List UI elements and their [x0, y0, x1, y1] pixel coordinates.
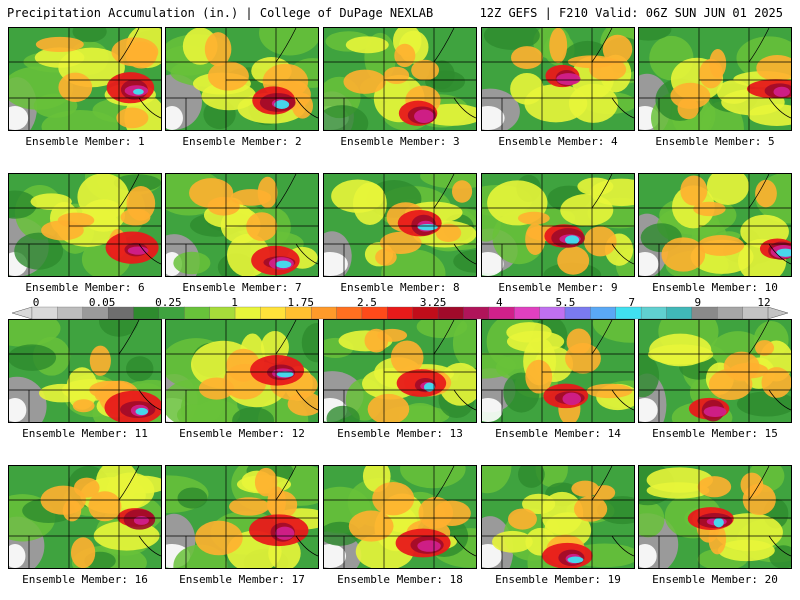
ensemble-member-map [638, 465, 792, 569]
colorbar-segment [260, 306, 287, 320]
ensemble-member-map [481, 27, 635, 131]
ensemble-member-label: Ensemble Member: 5 [655, 135, 775, 148]
colorbar-segment [717, 306, 744, 320]
header: Precipitation Accumulation (in.) | Colle… [0, 0, 800, 24]
ensemble-member-label: Ensemble Member: 11 [22, 427, 148, 440]
colorbar-tick-label: 1 [231, 296, 238, 309]
ensemble-member-map [8, 319, 162, 423]
ensemble-member-label: Ensemble Member: 7 [182, 281, 302, 294]
ensemble-member-map [638, 27, 792, 131]
ensemble-member-map [8, 173, 162, 277]
colorbar-segment [387, 306, 414, 320]
colorbar-tick-label: 7 [628, 296, 635, 309]
ensemble-member-label: Ensemble Member: 10 [652, 281, 778, 294]
colorbar-segment [57, 306, 84, 320]
colorbar-segment [463, 306, 490, 320]
colorbar-segment [640, 306, 667, 320]
colorbar-segment [184, 306, 211, 320]
ensemble-member-map [481, 173, 635, 277]
colorbar-tick-label: 2.5 [356, 296, 377, 309]
ensemble-member-map [8, 27, 162, 131]
ensemble-member-map [323, 319, 477, 423]
ensemble-member-label: Ensemble Member: 19 [495, 573, 621, 586]
ensemble-member-label: Ensemble Member: 20 [652, 573, 778, 586]
colorbar-tick-label: 0 [32, 296, 40, 309]
ensemble-member-map [165, 173, 319, 277]
ensemble-member-label: Ensemble Member: 8 [340, 281, 460, 294]
colorbar-tick-label: 0.25 [155, 296, 182, 309]
ensemble-member-label: Ensemble Member: 6 [25, 281, 145, 294]
colorbar-segment [590, 306, 617, 320]
page-title: Precipitation Accumulation (in.) | Colle… [7, 6, 434, 20]
colorbar-tick-label: 0.05 [88, 296, 116, 309]
ensemble-member-label: Ensemble Member: 17 [179, 573, 305, 586]
ensemble-member-map [8, 465, 162, 569]
ensemble-member-map [481, 465, 635, 569]
ensemble-member-map [165, 465, 319, 569]
ensemble-member-label: Ensemble Member: 14 [495, 427, 621, 440]
ensemble-member-map [481, 319, 635, 423]
ensemble-member-label: Ensemble Member: 13 [337, 427, 463, 440]
colorbar-tick-label: 9 [694, 296, 702, 309]
ensemble-member-map [638, 173, 792, 277]
ensemble-member-map [323, 27, 477, 131]
colorbar-tick-label: 12 [757, 296, 771, 309]
colorbar-segment [514, 306, 541, 320]
ensemble-member-label: Ensemble Member: 16 [22, 573, 148, 586]
colorbar-segment [234, 306, 261, 320]
ensemble-member-map [638, 319, 792, 423]
colorbar-arrow-right [767, 306, 788, 320]
ensemble-member-label: Ensemble Member: 12 [179, 427, 305, 440]
colorbar-tick-label: 1.75 [287, 296, 314, 309]
precip-colorbar [12, 306, 788, 320]
ensemble-member-label: Ensemble Member: 9 [498, 281, 618, 294]
run-info: 12Z GEFS | F210 Valid: 06Z SUN JUN 01 20… [479, 6, 783, 20]
ensemble-member-label: Ensemble Member: 4 [498, 135, 618, 148]
colorbar-arrow-left [12, 306, 33, 320]
ensemble-member-label: Ensemble Member: 2 [182, 135, 302, 148]
ensemble-member-map [165, 27, 319, 131]
ensemble-member-label: Ensemble Member: 1 [25, 135, 145, 148]
colorbar-segment [666, 306, 693, 320]
ensemble-member-label: Ensemble Member: 3 [340, 135, 460, 148]
colorbar-tick-label: 4 [495, 296, 503, 309]
colorbar-segment [311, 306, 338, 320]
ensemble-member-label: Ensemble Member: 18 [337, 573, 463, 586]
colorbar-tick-label: 3.25 [419, 296, 447, 309]
ensemble-member-map [323, 465, 477, 569]
ensemble-member-map [165, 319, 319, 423]
colorbar-tick-label: 5.5 [555, 296, 576, 309]
ensemble-member-map [323, 173, 477, 277]
ensemble-member-label: Ensemble Member: 15 [652, 427, 778, 440]
